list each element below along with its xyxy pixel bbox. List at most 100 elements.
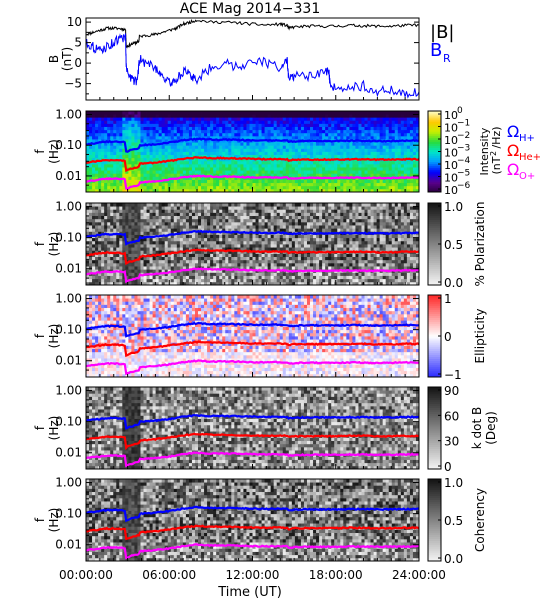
heatmap-cell (397, 129, 402, 134)
heatmap-cell (164, 228, 169, 232)
heatmap-cell (140, 117, 144, 121)
heatmap-cell (252, 234, 256, 239)
heatmap-cell (182, 145, 187, 149)
heatmap-cell (300, 234, 305, 239)
heatmap-cell (213, 203, 217, 207)
heatmap-cell (140, 167, 144, 171)
heatmap-cell (382, 123, 387, 127)
heatmap-cell (276, 111, 281, 115)
heatmap-cell (397, 132, 402, 137)
heatmap-cell (385, 145, 390, 149)
heatmap-cell (249, 135, 253, 140)
heatmap-cell (246, 203, 250, 207)
heatmap-cell (155, 129, 160, 134)
heatmap-cell (104, 123, 108, 127)
heatmap-cell (340, 126, 344, 131)
colorbar-cell (428, 127, 441, 130)
heatmap-cell (297, 209, 302, 213)
heatmap-cell (313, 160, 317, 165)
heatmap-cell (310, 275, 314, 280)
heatmap-cell (198, 117, 202, 121)
heatmap-cell (291, 173, 296, 177)
heatmap-cell (300, 126, 305, 131)
heatmap-cell (313, 262, 317, 267)
heatmap-cell (373, 185, 378, 190)
heatmap-cell (300, 188, 305, 193)
heatmap-cell (155, 225, 160, 229)
heatmap-cell (303, 237, 308, 242)
heatmap-cell (246, 256, 250, 261)
heatmap-cell (352, 123, 356, 127)
heatmap-cell (234, 281, 238, 286)
heatmap-cell (155, 212, 160, 217)
heatmap-cell (179, 253, 184, 258)
heatmap-cell (204, 221, 208, 226)
heatmap-cell (207, 281, 211, 286)
heatmap-cell (104, 132, 108, 137)
heatmap-cell (282, 253, 287, 258)
heatmap-cell (297, 185, 302, 190)
heatmap-cell (179, 129, 184, 134)
heatmap-cell (279, 244, 284, 248)
heatmap-cell (234, 123, 238, 127)
heatmap-cell (288, 154, 293, 159)
heatmap-cell (113, 262, 117, 267)
heatmap-cell (391, 126, 396, 131)
heatmap-cell (143, 182, 147, 187)
heatmap-cell (158, 281, 163, 286)
heatmap-cell (264, 209, 269, 213)
heatmap-cell (213, 132, 217, 137)
heatmap-cell (319, 151, 323, 156)
heatmap-cell (388, 114, 393, 118)
heatmap-cell (276, 132, 281, 137)
heatmap-cell (358, 163, 362, 168)
heatmap-cell (89, 266, 93, 270)
heatmap-cell (137, 160, 141, 165)
heatmap-cell (240, 228, 244, 232)
heatmap-cell (300, 114, 305, 118)
heatmap-cell (179, 135, 184, 140)
heatmap-cell (319, 154, 323, 159)
heatmap-cell (119, 120, 123, 124)
heatmap-cell (198, 215, 202, 220)
heatmap-cell (188, 117, 193, 121)
heatmap-cell (86, 188, 90, 193)
heatmap-cell (291, 167, 296, 171)
heatmap-cell (152, 259, 157, 264)
heatmap-cell (243, 203, 247, 207)
heatmap-cell (373, 179, 378, 184)
heatmap-cell (86, 266, 90, 270)
heatmap-cell (325, 163, 329, 168)
heatmap-cell (143, 225, 147, 229)
heatmap-cell (310, 120, 314, 124)
heatmap-cell (155, 185, 160, 190)
heatmap-cell (240, 262, 244, 267)
heatmap-cell (119, 275, 123, 280)
heatmap-cell (367, 148, 371, 152)
heatmap-cell (258, 117, 262, 121)
heatmap-cell (146, 170, 150, 174)
heatmap-cell (406, 148, 411, 152)
heatmap-cell (261, 266, 266, 270)
heatmap-cell (394, 185, 399, 190)
heatmap-cell (297, 170, 302, 174)
heatmap-cell (216, 203, 220, 207)
heatmap-cell (403, 148, 408, 152)
heatmap-cell (300, 218, 305, 223)
heatmap-cell (294, 163, 299, 168)
heatmap-cell (370, 151, 374, 156)
heatmap-cell (176, 228, 181, 232)
heatmap-cell (322, 142, 326, 146)
heatmap-cell (152, 120, 157, 124)
heatmap-cell (279, 275, 284, 280)
heatmap-cell (276, 167, 281, 171)
heatmap-cell (119, 129, 123, 134)
heatmap-cell (258, 170, 262, 174)
heatmap-cell (167, 266, 172, 270)
heatmap-cell (270, 237, 275, 242)
heatmap-cell (86, 182, 90, 187)
heatmap-cell (119, 139, 123, 143)
heatmap-cell (98, 250, 102, 254)
heatmap-cell (201, 114, 205, 118)
heatmap-cell (131, 247, 135, 251)
